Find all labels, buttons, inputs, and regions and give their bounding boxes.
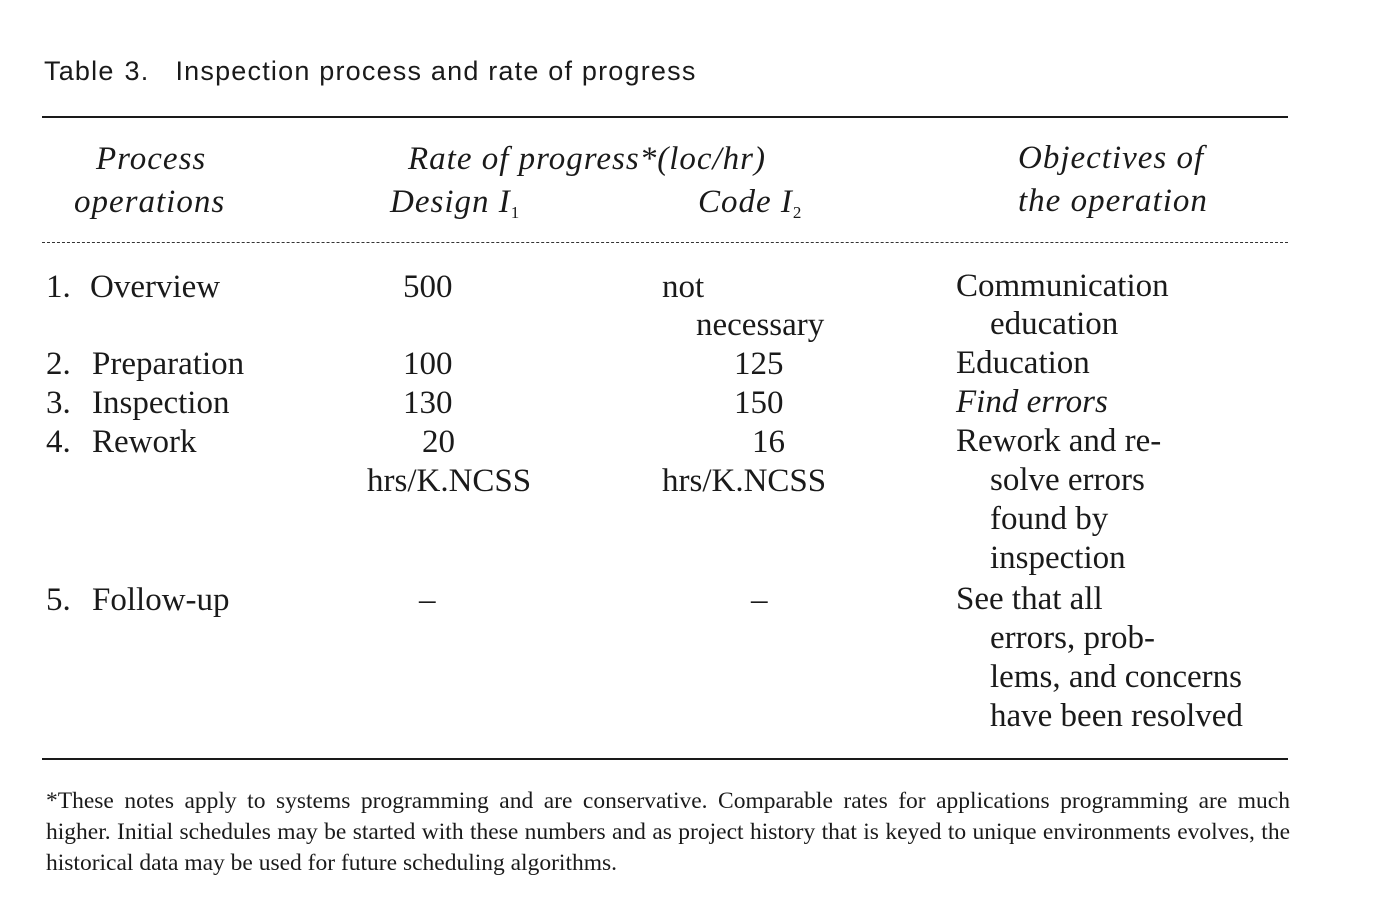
row-3-code: 150 bbox=[734, 385, 784, 421]
table-footnote: *These notes apply to systems programmin… bbox=[46, 788, 1290, 876]
row-2-code: 125 bbox=[734, 346, 784, 382]
bottom-rule bbox=[42, 758, 1288, 760]
row-3-design: 130 bbox=[403, 385, 453, 421]
header-rate-of-progress: Rate of progress*(loc/hr) bbox=[408, 141, 767, 177]
row-3-objective: Find errors bbox=[956, 384, 1108, 420]
row-3-operation: Inspection bbox=[92, 385, 230, 421]
top-rule bbox=[42, 116, 1288, 118]
table-caption: Table 3. Inspection process and rate of pr… bbox=[44, 56, 697, 87]
row-2-number: 2. bbox=[46, 346, 71, 382]
row-4-objective-line4: inspection bbox=[990, 540, 1126, 576]
row-1-operation: Overview bbox=[90, 269, 221, 305]
row-4-design-line1: 20 bbox=[422, 424, 455, 460]
row-4-code-line2: hrs/K.NCSS bbox=[662, 463, 827, 499]
row-4-objective-line1: Rework and re- bbox=[956, 423, 1162, 459]
row-4-operation: Rework bbox=[92, 424, 197, 460]
row-4-objective-line3: found by bbox=[990, 501, 1109, 537]
caption-label: Table bbox=[44, 56, 115, 86]
row-1-objective-line1: Communication bbox=[956, 268, 1169, 304]
row-3-number: 3. bbox=[46, 385, 71, 421]
row-5-objective-line4: have been resolved bbox=[990, 698, 1243, 734]
row-1-objective-line2: education bbox=[990, 306, 1119, 342]
row-5-number: 5. bbox=[46, 582, 71, 618]
header-design: Design I1 bbox=[390, 184, 521, 222]
row-5-operation: Follow-up bbox=[92, 582, 230, 618]
row-1-design: 500 bbox=[403, 269, 453, 305]
row-5-objective-line2: errors, prob- bbox=[990, 620, 1155, 656]
row-1-code-line1: not bbox=[662, 269, 705, 305]
row-2-objective: Education bbox=[956, 345, 1090, 381]
row-2-operation: Preparation bbox=[92, 346, 245, 382]
row-2-design: 100 bbox=[403, 346, 453, 382]
row-5-code: – bbox=[751, 582, 768, 618]
header-objectives-line2: the operation bbox=[1018, 183, 1208, 219]
row-4-design-line2: hrs/K.NCSS bbox=[367, 463, 532, 499]
row-1-code-line2: necessary bbox=[696, 307, 825, 343]
caption-title: Inspection process and rate of progress bbox=[175, 56, 697, 86]
header-process-line2: operations bbox=[74, 184, 226, 220]
row-4-code-line1: 16 bbox=[752, 424, 785, 460]
header-objectives-line1: Objectives of bbox=[1018, 140, 1205, 176]
row-5-design: – bbox=[419, 582, 436, 618]
row-4-number: 4. bbox=[46, 424, 71, 460]
header-process-line1: Process bbox=[96, 141, 207, 177]
row-5-objective-line1: See that all bbox=[956, 581, 1103, 617]
header-rule bbox=[42, 242, 1288, 243]
row-1-number: 1. bbox=[46, 269, 71, 305]
row-5-objective-line3: lems, and concerns bbox=[990, 659, 1242, 695]
header-code: Code I2 bbox=[698, 184, 803, 222]
caption-number: 3. bbox=[124, 56, 150, 86]
row-4-objective-line2: solve errors bbox=[990, 462, 1145, 498]
